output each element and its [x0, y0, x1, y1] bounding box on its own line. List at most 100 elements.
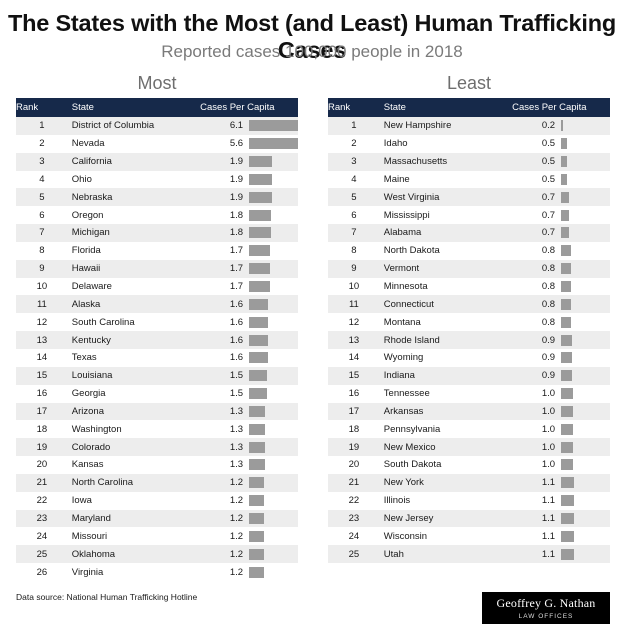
table-row: 13 Kentucky 1.6	[16, 331, 298, 349]
rank-cell: 11	[348, 298, 359, 310]
bar-cell	[561, 153, 610, 171]
value-label: 0.9	[541, 352, 556, 364]
bar-cell	[249, 510, 298, 528]
table-row: 20 Kansas 1.3	[16, 456, 298, 474]
value-label: 1.3	[229, 423, 244, 435]
rank-cell: 12	[36, 316, 48, 328]
table-row: 5 Nebraska 1.9	[16, 188, 298, 207]
state-cell: Alaska	[71, 298, 101, 310]
table-row: 4 Ohio 1.9	[16, 170, 298, 189]
rank-cell: 17	[36, 405, 48, 417]
value-bar	[249, 388, 268, 400]
bar-cell	[249, 474, 298, 492]
table-row: 22 Illinois 1.1	[328, 491, 610, 510]
rank-cell: 8	[351, 245, 357, 257]
rank-cell: 21	[348, 477, 360, 489]
value-label: 1.0	[541, 388, 556, 400]
state-cell: South Dakota	[383, 459, 442, 471]
value-label: 1.9	[229, 173, 244, 185]
table-row: 3 California 1.9	[16, 152, 298, 171]
value-label: 1.6	[229, 334, 244, 346]
state-cell: Alabama	[383, 227, 422, 239]
table-row: 15 Indiana 0.9	[328, 366, 610, 385]
rank-cell: 25	[36, 548, 48, 560]
table-row: 1 District of Columbia 6.1	[16, 117, 298, 135]
bar-cell	[561, 456, 610, 474]
bar-cell	[561, 313, 610, 331]
state-cell: New Hampshire	[383, 120, 452, 132]
table-row: 7 Michigan 1.8	[16, 224, 298, 242]
bar-cell	[561, 385, 610, 403]
state-cell: Rhode Island	[383, 334, 440, 346]
rank-cell: 6	[39, 209, 45, 221]
table-row: 12 Montana 0.8	[328, 313, 610, 332]
table-row: 9 Hawaii 1.7	[16, 259, 298, 278]
rank-cell: 26	[36, 566, 48, 578]
value-label: 1.1	[541, 477, 556, 489]
value-label: 1.1	[541, 530, 556, 542]
value-label: 1.3	[229, 459, 244, 471]
value-label: 1.6	[229, 316, 244, 328]
bar-cell	[561, 420, 610, 438]
value-label: 1.0	[541, 423, 556, 435]
bar-cell	[249, 367, 298, 385]
table-row: 24 Missouri 1.2	[16, 527, 298, 546]
rank-cell: 24	[348, 530, 360, 542]
value-bar	[561, 120, 564, 132]
least-table-header: Rank State Cases Per Capita	[328, 98, 610, 117]
value-label: 1.2	[229, 566, 244, 578]
value-label: 1.2	[229, 477, 244, 489]
value-label: 1.2	[229, 512, 244, 524]
value-bar	[561, 191, 570, 203]
value-bar	[561, 495, 575, 507]
value-bar	[561, 298, 572, 310]
state-cell: Arizona	[71, 405, 104, 417]
cases-column-header: Cases Per Capita	[200, 102, 275, 113]
state-cell: Washington	[71, 423, 122, 435]
bar-cell	[249, 171, 298, 189]
state-cell: Hawaii	[71, 263, 101, 275]
most-table-header: Rank State Cases Per Capita	[16, 98, 298, 117]
state-cell: Nevada	[71, 138, 105, 150]
law-office-logo: Geoffrey G. Nathan LAW OFFICES	[482, 592, 610, 624]
table-row: 12 South Carolina 1.6	[16, 313, 298, 332]
bar-cell	[561, 242, 610, 260]
value-label: 1.2	[229, 530, 244, 542]
bar-cell	[249, 188, 298, 206]
state-cell: Michigan	[71, 227, 110, 239]
rank-cell: 4	[39, 173, 45, 185]
rank-cell: 10	[348, 281, 360, 293]
chart-title: The States with the Most (and Least) Hum…	[7, 10, 617, 63]
table-row: 4 Maine 0.5	[328, 170, 610, 189]
value-label: 0.8	[541, 316, 556, 328]
state-cell: Maryland	[71, 512, 111, 524]
value-bar	[561, 334, 573, 346]
rank-cell: 3	[351, 156, 357, 168]
table-row: 11 Alaska 1.6	[16, 295, 298, 314]
rank-cell: 5	[39, 191, 45, 203]
rank-cell: 18	[36, 423, 48, 435]
value-bar	[561, 548, 575, 560]
data-source-note: Data source: National Human Trafficking …	[16, 592, 198, 602]
value-label: 1.3	[229, 405, 244, 417]
value-label: 1.1	[541, 512, 556, 524]
bar-cell	[249, 295, 298, 313]
rank-cell: 16	[36, 388, 48, 400]
bar-cell	[249, 331, 298, 349]
value-label: 0.9	[541, 334, 556, 346]
value-bar	[249, 548, 265, 560]
table-row: 10 Delaware 1.7	[16, 277, 298, 296]
state-cell: Mississippi	[383, 209, 430, 221]
table-row: 26 Virginia 1.2	[16, 563, 298, 581]
value-label: 0.9	[541, 370, 556, 382]
rank-cell: 15	[36, 370, 48, 382]
bar-cell	[249, 278, 298, 296]
bar-cell	[249, 242, 298, 260]
bar-cell	[249, 117, 298, 135]
table-row: 21 New York 1.1	[328, 473, 610, 492]
rank-column-header: Rank	[16, 102, 39, 113]
logo-subtitle: LAW OFFICES	[518, 613, 574, 620]
state-cell: Maine	[383, 173, 410, 185]
value-label: 0.7	[541, 227, 556, 239]
state-cell: Texas	[71, 352, 97, 364]
